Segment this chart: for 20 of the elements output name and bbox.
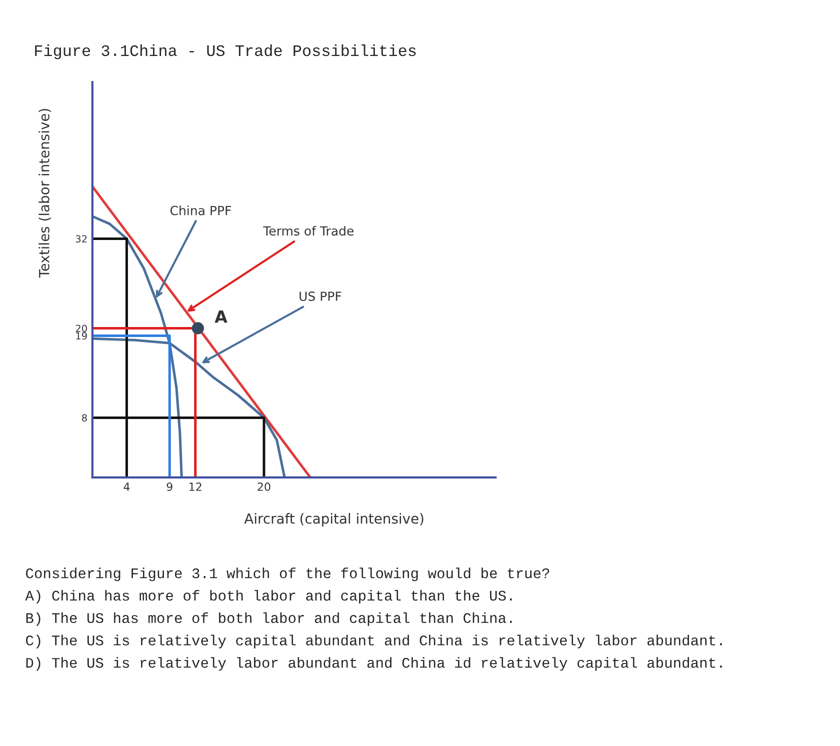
x-tick-label: 12 [189,482,202,491]
annotation: US PPF [300,292,342,301]
annotation: China PPF [170,206,231,216]
text: A) China has more of both labor and capital than the US. [25,590,512,604]
annotation: Terms of Trade [263,226,354,236]
y-tick-label: 32 [76,235,87,243]
y-tick-label: 20 [76,324,87,332]
text: C) The US is relatively capital abundant and China is relatively labor abundant. [26,634,722,648]
x-axis-title: Aircraft (capital intensive) [244,513,424,526]
annotation: A [214,310,228,323]
chart-title: Figure 3.1China - US Trade Possibilities [35,44,416,60]
y-axis-title: Textiles (labor intensive) [38,108,52,278]
text: D) The US is relatively labor abundant and China id relatively capital abundant. [26,657,722,671]
x-tick-label: 9 [166,482,172,491]
x-tick-label: 4 [124,482,130,491]
text: Considering Figure 3.1 which of the following would be true? [26,568,550,582]
text: B) The US has more of both labor and capital than China. [26,612,512,626]
y-tick-label: 8 [82,414,87,422]
y-tick-label: 19 [76,332,87,340]
x-tick-label: 20 [258,482,270,491]
